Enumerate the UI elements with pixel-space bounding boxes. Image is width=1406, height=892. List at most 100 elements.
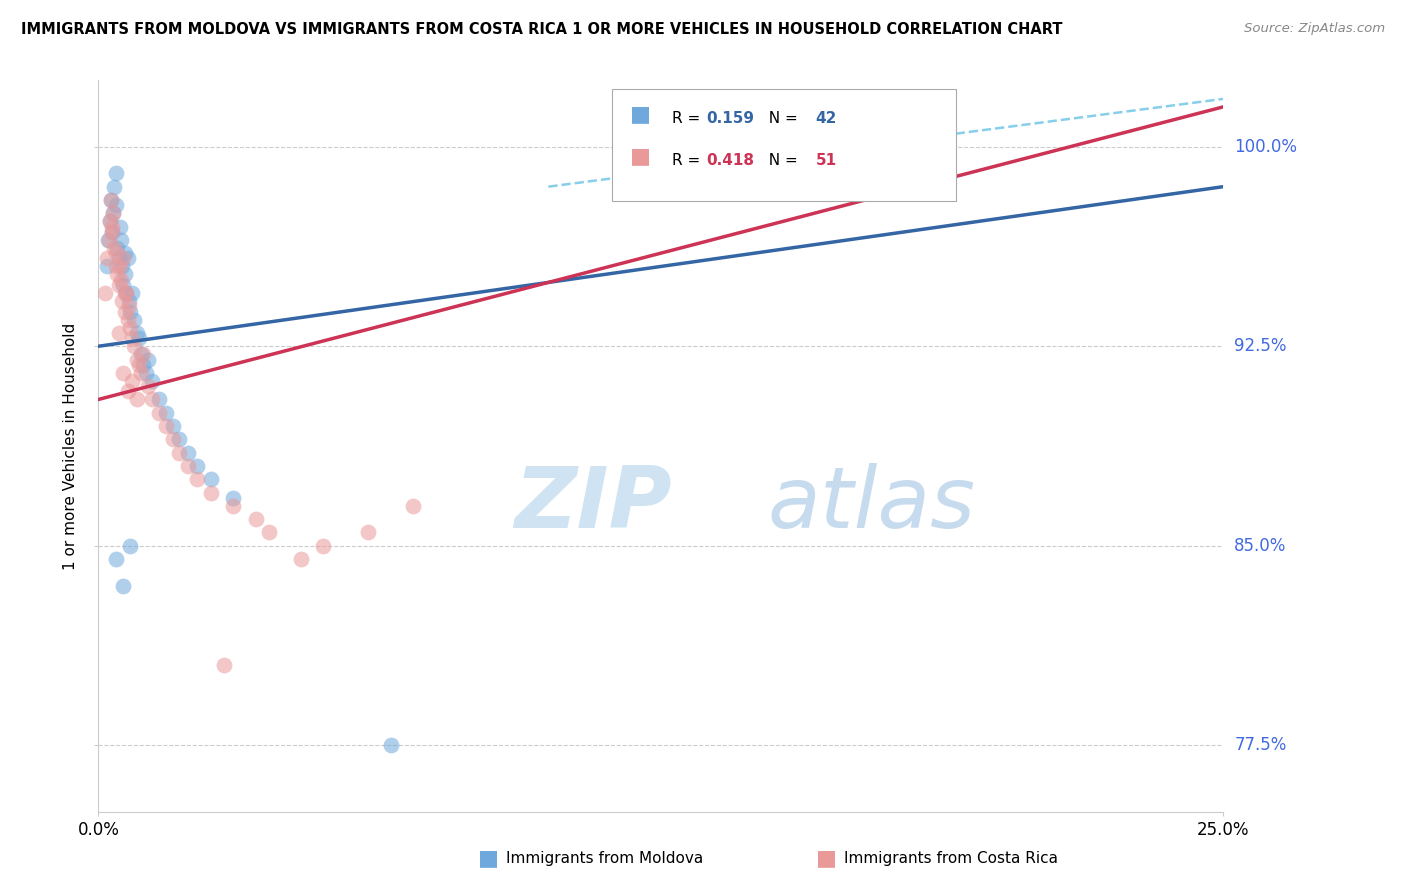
Point [105, 552, 128, 566]
Point [177, 458, 200, 473]
Point [98, 214, 121, 228]
Point [162, 433, 184, 447]
Point [121, 286, 143, 301]
Point [98, 214, 121, 228]
Point [101, 225, 124, 239]
Point [96, 260, 118, 274]
Point [111, 293, 134, 308]
Point [104, 166, 127, 180]
Point [105, 246, 128, 260]
Point [104, 260, 127, 274]
Text: ■: ■ [630, 104, 651, 124]
Point [177, 445, 200, 459]
Text: 85.0%: 85.0% [1234, 537, 1286, 555]
Text: R =: R = [672, 153, 706, 168]
Point [101, 225, 124, 239]
Point [290, 552, 312, 566]
Point [112, 252, 135, 266]
Point [117, 312, 139, 326]
Point [117, 384, 139, 399]
Point [97, 233, 120, 247]
Point [124, 312, 146, 326]
Text: 0.418: 0.418 [706, 153, 754, 168]
Text: N =: N = [759, 112, 803, 126]
Point [118, 320, 141, 334]
Point [402, 499, 425, 513]
Point [200, 472, 222, 486]
Point [148, 406, 170, 420]
Point [121, 331, 143, 345]
Point [132, 358, 155, 372]
Text: ZIP: ZIP [515, 463, 672, 546]
Point [121, 374, 143, 388]
Point [114, 246, 136, 260]
Text: atlas: atlas [768, 463, 976, 546]
Text: ■: ■ [815, 848, 837, 868]
Point [118, 539, 141, 553]
Point [162, 419, 184, 434]
Point [214, 658, 236, 673]
Point [155, 419, 177, 434]
Point [141, 392, 163, 407]
Point [97, 233, 120, 247]
Point [136, 379, 159, 393]
Point [380, 738, 402, 752]
Point [114, 268, 136, 282]
Point [115, 286, 138, 301]
Point [103, 206, 125, 220]
Point [110, 273, 132, 287]
Text: 42: 42 [815, 112, 837, 126]
Point [107, 326, 129, 340]
Point [245, 512, 267, 526]
Point [312, 539, 335, 553]
Point [125, 326, 148, 340]
Text: Source: ZipAtlas.com: Source: ZipAtlas.com [1244, 22, 1385, 36]
Point [100, 193, 122, 207]
Point [111, 260, 134, 274]
Point [118, 299, 141, 313]
Point [105, 198, 128, 212]
Text: 0.159: 0.159 [706, 112, 754, 126]
Text: ■: ■ [630, 146, 651, 166]
Point [100, 193, 122, 207]
Text: 100.0%: 100.0% [1234, 137, 1298, 156]
Text: IMMIGRANTS FROM MOLDOVA VS IMMIGRANTS FROM COSTA RICA 1 OR MORE VEHICLES IN HOUS: IMMIGRANTS FROM MOLDOVA VS IMMIGRANTS FR… [21, 22, 1063, 37]
Point [357, 525, 380, 540]
Text: 51: 51 [815, 153, 837, 168]
Point [124, 339, 146, 353]
Point [141, 374, 163, 388]
Point [105, 268, 128, 282]
Point [114, 286, 136, 301]
Point [132, 347, 155, 361]
Point [128, 358, 150, 372]
Point [129, 347, 152, 361]
Text: R =: R = [672, 112, 706, 126]
Point [169, 445, 191, 459]
Text: ■: ■ [478, 848, 499, 868]
Point [148, 392, 170, 407]
Point [108, 260, 131, 274]
Point [110, 233, 132, 247]
Point [155, 406, 177, 420]
Point [118, 293, 141, 308]
Point [96, 252, 118, 266]
Point [125, 392, 148, 407]
Point [105, 241, 128, 255]
Text: Immigrants from Moldova: Immigrants from Moldova [506, 851, 703, 865]
Point [114, 304, 136, 318]
Point [118, 304, 141, 318]
Point [259, 525, 281, 540]
Point [108, 219, 131, 234]
Point [125, 352, 148, 367]
Point [103, 206, 125, 220]
Point [112, 579, 135, 593]
Point [103, 241, 125, 255]
Point [186, 458, 208, 473]
Point [112, 366, 135, 380]
Y-axis label: 1 or more Vehicles in Household: 1 or more Vehicles in Household [63, 322, 79, 570]
Point [107, 252, 129, 266]
Text: Immigrants from Costa Rica: Immigrants from Costa Rica [844, 851, 1057, 865]
Point [169, 433, 191, 447]
Text: 92.5%: 92.5% [1234, 337, 1286, 355]
Point [222, 491, 245, 505]
